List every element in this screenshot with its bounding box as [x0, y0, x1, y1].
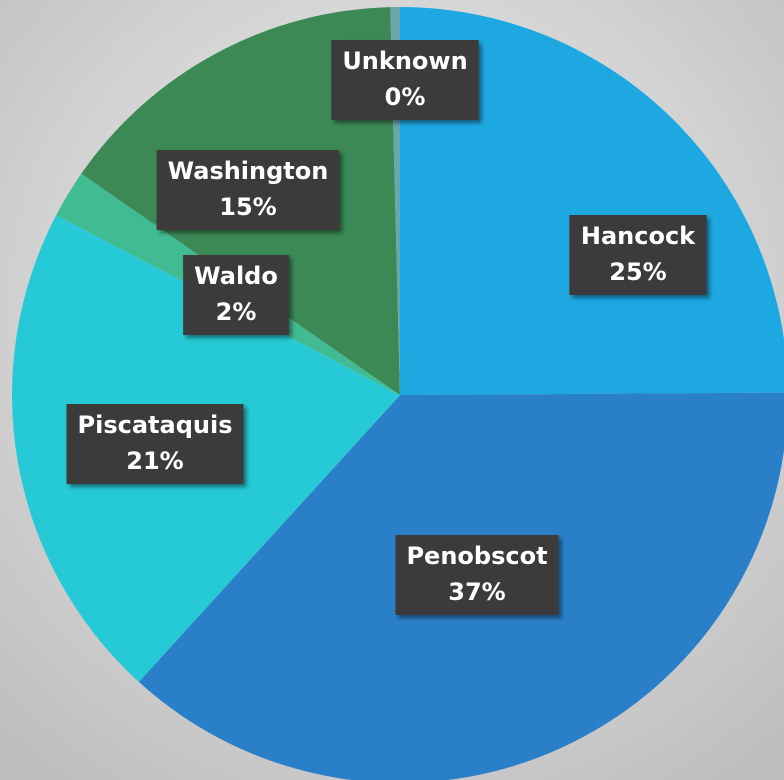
pie: [11, 7, 784, 780]
data-label: Hancock 25%: [569, 215, 707, 295]
slice: [400, 7, 784, 395]
label-box: [569, 215, 707, 295]
category-label: Penobscot: [406, 542, 547, 570]
label-box: [331, 40, 479, 120]
labels: Hancock 25% Penobscot 37% Piscataquis 21% Wald…: [66, 40, 707, 615]
label-box: [66, 404, 244, 484]
category-label: Hancock: [581, 222, 696, 250]
value-label: 37%: [448, 578, 505, 606]
category-label: Piscataquis: [78, 411, 233, 439]
category-label: Washington: [168, 157, 329, 185]
data-label: Piscataquis 21%: [66, 404, 244, 484]
value-label: 0%: [385, 83, 426, 111]
value-label: 21%: [126, 447, 183, 475]
value-label: 15%: [219, 193, 276, 221]
value-label: 25%: [609, 258, 666, 286]
label-box: [395, 535, 559, 615]
data-label: Unknown 0%: [331, 40, 479, 120]
category-label: Unknown: [342, 47, 467, 75]
data-label: Penobscot 37%: [395, 535, 559, 615]
data-label: Washington 15%: [156, 150, 340, 230]
data-label: Waldo 2%: [183, 255, 289, 335]
value-label: 2%: [216, 298, 257, 326]
label-box: [183, 255, 289, 335]
category-label: Waldo: [194, 262, 278, 290]
label-box: [156, 150, 340, 230]
